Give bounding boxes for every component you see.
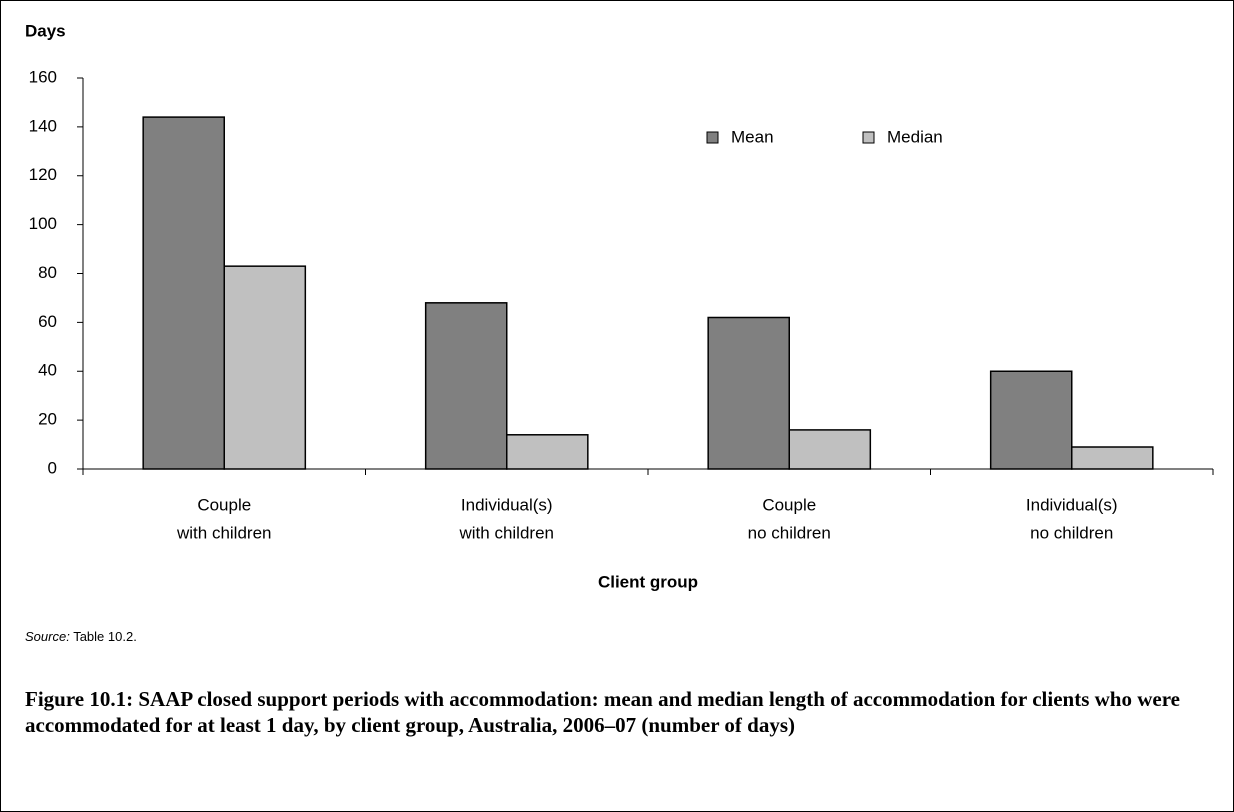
bar: [989, 370, 1073, 470]
x-tick-label: no children: [1030, 523, 1113, 542]
x-tick-label: Couple: [762, 495, 816, 514]
x-tick-label: with children: [176, 523, 272, 542]
legend-label: Mean: [731, 127, 774, 146]
bar: [223, 265, 307, 470]
bar: [506, 434, 589, 470]
x-tick-label: with children: [459, 523, 555, 542]
x-tick-label: Couple: [197, 495, 251, 514]
source-text: Table 10.2.: [73, 629, 137, 644]
source-label: Source:: [25, 629, 70, 644]
y-tick-label: 60: [38, 312, 57, 331]
x-tick-label: Individual(s): [461, 495, 553, 514]
bar: [707, 316, 790, 470]
y-tick-label: 80: [38, 263, 57, 282]
y-tick-label: 20: [38, 410, 57, 429]
y-tick-label: 120: [29, 165, 57, 184]
y-tick-label: 160: [29, 67, 57, 86]
y-tick-label: 40: [38, 361, 57, 380]
bar: [1071, 446, 1154, 470]
y-axis-label: Days: [25, 21, 66, 40]
x-axis-label: Client group: [598, 572, 698, 591]
x-tick-label: Individual(s): [1026, 495, 1118, 514]
caption: Figure 10.1: SAAP closed support periods…: [25, 687, 1180, 737]
source: Source: Table 10.2.: [25, 629, 137, 644]
bar: [424, 302, 508, 470]
x-tick-label: no children: [748, 523, 831, 542]
y-tick-label: 140: [29, 116, 57, 135]
legend-label: Median: [887, 127, 943, 146]
legend-swatch: [862, 131, 875, 144]
y-tick-label: 0: [48, 458, 57, 477]
chart: Days Client group 0 20 40 60 80 100 120 140 160 C…: [25, 21, 1214, 591]
legend-swatch: [706, 131, 719, 144]
bar: [788, 429, 872, 470]
y-tick-label: 100: [29, 214, 57, 233]
bar: [142, 116, 225, 470]
